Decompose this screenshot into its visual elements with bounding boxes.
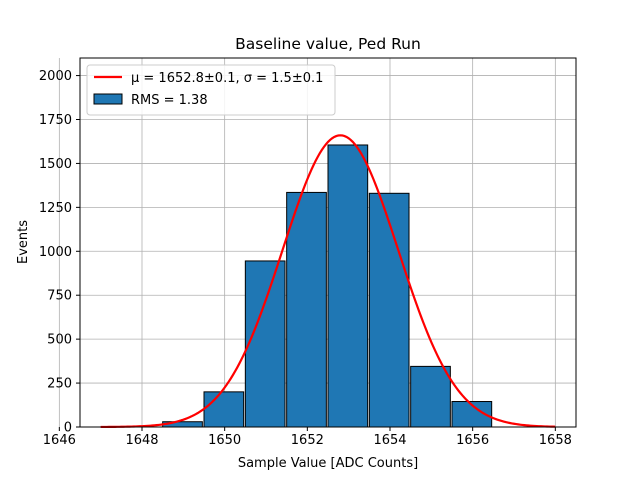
- x-tick-label: 1650: [208, 433, 241, 448]
- histogram-bar: [203, 391, 245, 428]
- y-tick-label: 500: [47, 333, 72, 348]
- x-tick-label: 1654: [373, 433, 406, 448]
- legend-box: [86, 64, 336, 116]
- x-tick-label: 1646: [43, 433, 76, 448]
- legend-histogram-label: RMS = 1.38: [131, 93, 208, 108]
- x-tick-label: 1658: [539, 433, 572, 448]
- legend-fit-label: μ = 1652.8±0.1, σ = 1.5±0.1: [131, 71, 323, 86]
- fit-curve: [100, 134, 556, 429]
- x-tick-label: 1652: [291, 433, 324, 448]
- legend-histogram-patch: [93, 93, 123, 105]
- plot-frame: [79, 57, 577, 428]
- histogram-bar: [410, 365, 451, 428]
- legend: μ = 1652.8±0.1, σ = 1.5±0.1 RMS = 1.38: [86, 64, 336, 116]
- y-tick-label: 250: [47, 377, 72, 392]
- y-axis-title: Events: [16, 220, 31, 264]
- x-tick-label: 1656: [456, 433, 489, 448]
- histogram-bars: [162, 144, 493, 428]
- y-tick-label: 1500: [39, 157, 72, 172]
- histogram-bar: [368, 192, 410, 428]
- y-tick-label: 0: [64, 421, 72, 436]
- histogram-bar: [327, 144, 369, 428]
- x-axis-ticks: 1646 1648 1650 1652 1654 1656 1658: [43, 427, 572, 448]
- x-tick-label: 1648: [125, 433, 158, 448]
- y-tick-label: 2000: [39, 69, 72, 84]
- histogram-bar: [286, 191, 327, 428]
- y-tick-label: 1750: [39, 113, 72, 128]
- y-tick-label: 1000: [39, 245, 72, 260]
- y-tick-label: 1250: [39, 201, 72, 216]
- x-axis-title: Sample Value [ADC Counts]: [238, 456, 418, 471]
- chart-title: Baseline value, Ped Run: [235, 35, 421, 53]
- y-axis-ticks: 0 250 500 750 1000 1250 1500 1750 2000: [39, 69, 80, 436]
- histogram-bar: [244, 260, 286, 428]
- y-tick-label: 750: [47, 289, 72, 304]
